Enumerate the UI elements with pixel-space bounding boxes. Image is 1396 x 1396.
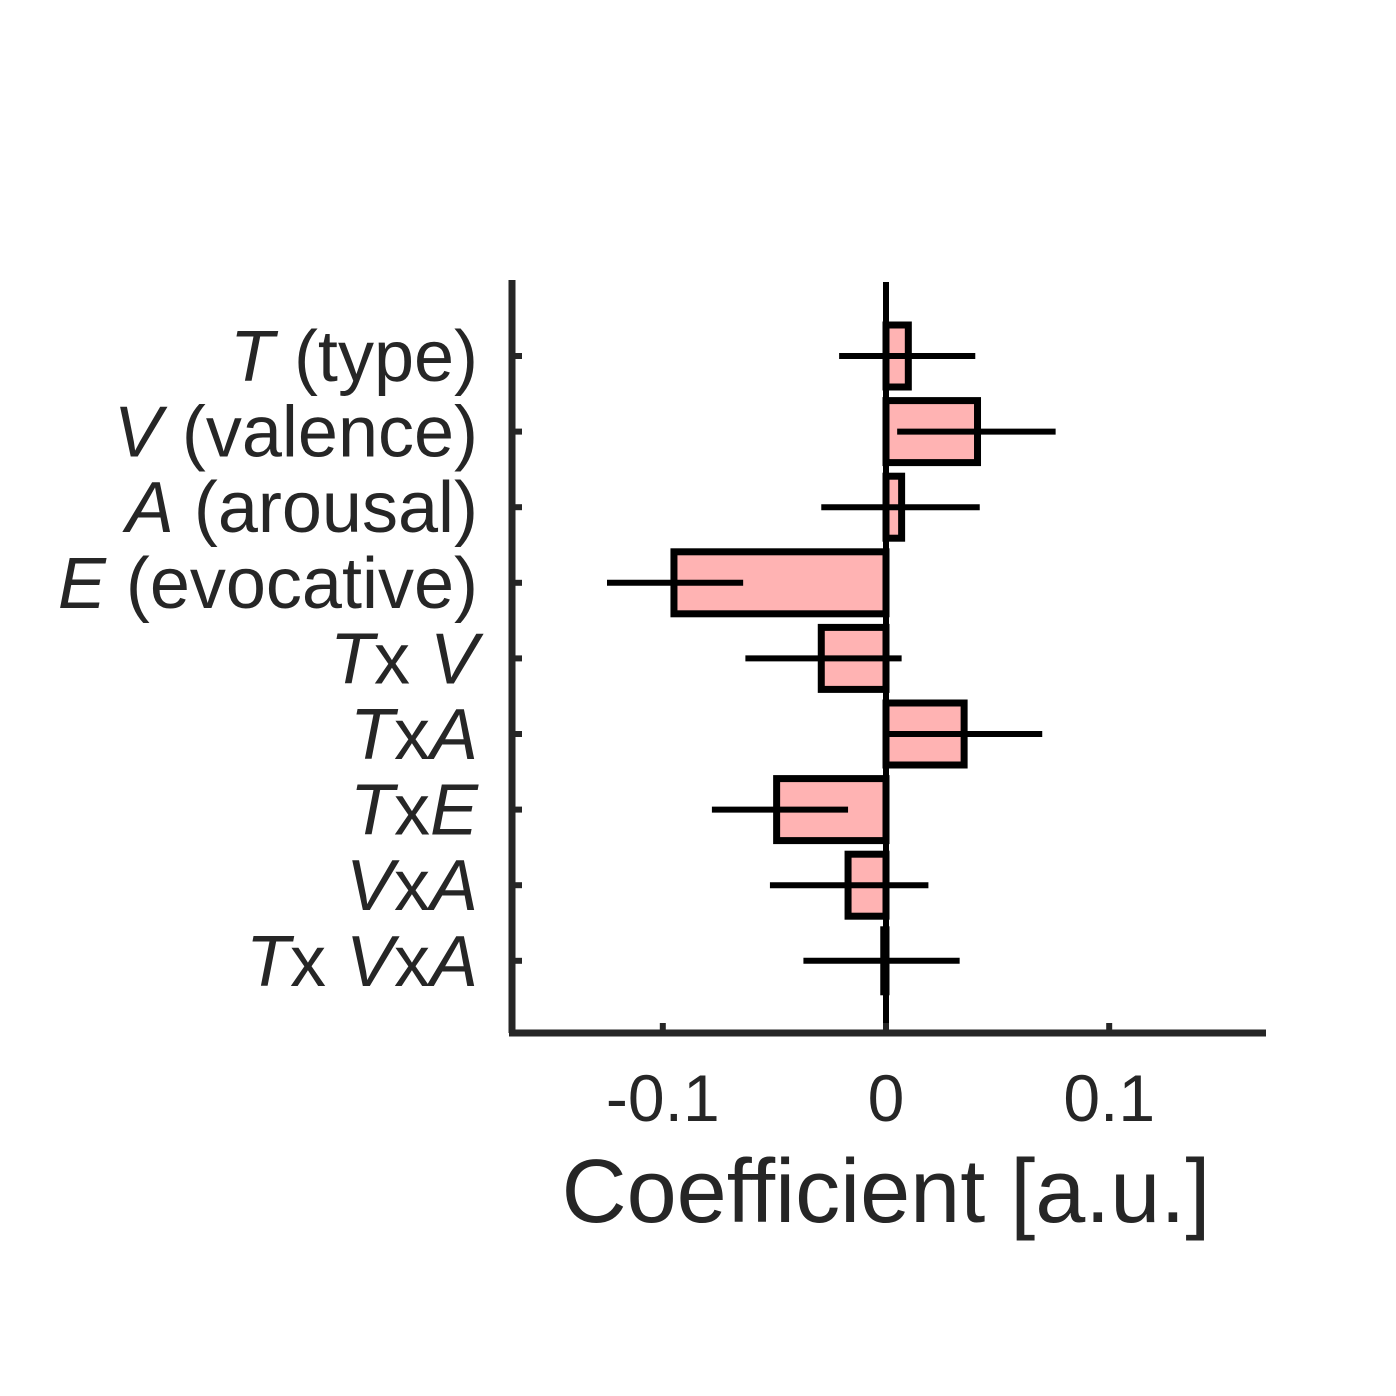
category-labels-layer: T (type)V (valence)A (arousal)E (evocati… xyxy=(58,317,484,1002)
category-label-6-part-1: x xyxy=(394,771,430,851)
category-label-1: V (valence) xyxy=(114,393,478,473)
category-label-5-part-2: A xyxy=(426,695,478,775)
category-label-4-part-1: x xyxy=(374,619,410,699)
category-label-6-part-0: T xyxy=(350,771,399,851)
category-label-7-part-0: V xyxy=(346,846,400,926)
category-label-4: Tx V xyxy=(330,619,484,699)
category-label-7-part-1: x xyxy=(394,846,430,926)
x-tick-label-2: 0.1 xyxy=(1063,1061,1155,1135)
category-label-1-part-1: (valence) xyxy=(162,393,478,473)
x-tick-label-0: -0.1 xyxy=(606,1061,720,1135)
category-label-3: E (evocative) xyxy=(58,544,478,624)
category-label-1-part-0: V xyxy=(114,393,168,473)
category-label-6: TxE xyxy=(350,771,479,851)
x-tick-label-1: 0 xyxy=(868,1061,905,1135)
category-label-4-part-2: V xyxy=(410,619,484,699)
category-label-2: A (arousal) xyxy=(122,468,478,548)
category-label-2-part-0: A xyxy=(122,468,174,548)
category-label-0-part-1: (type) xyxy=(274,317,478,397)
category-label-8-part-1: x xyxy=(290,922,326,1002)
category-label-3-part-0: E xyxy=(58,544,107,624)
category-label-2-part-1: (arousal) xyxy=(174,468,478,548)
category-label-8-part-3: x xyxy=(394,922,430,1002)
x-axis-title: Coefficient [a.u.] xyxy=(562,1142,1211,1242)
category-label-8-part-2: V xyxy=(326,922,400,1002)
axes-layer xyxy=(508,280,1266,1037)
category-label-5-part-1: x xyxy=(394,695,430,775)
category-label-8-part-4: A xyxy=(426,922,478,1002)
category-label-3-part-1: (evocative) xyxy=(106,544,478,624)
error-bars-layer xyxy=(607,353,1056,964)
category-label-5: TxA xyxy=(350,695,478,775)
category-label-8-part-0: T xyxy=(246,922,295,1002)
category-label-0-part-0: T xyxy=(230,317,279,397)
category-label-7-part-2: A xyxy=(426,846,478,926)
category-label-4-part-0: T xyxy=(330,619,379,699)
category-label-6-part-2: E xyxy=(430,771,479,851)
category-label-7: VxA xyxy=(346,846,478,926)
category-label-8: Tx VxA xyxy=(246,922,478,1002)
x-tick-labels-layer: -0.1 0 0.1 xyxy=(606,1061,1155,1135)
category-label-0: T (type) xyxy=(230,317,478,397)
category-label-5-part-0: T xyxy=(350,695,399,775)
